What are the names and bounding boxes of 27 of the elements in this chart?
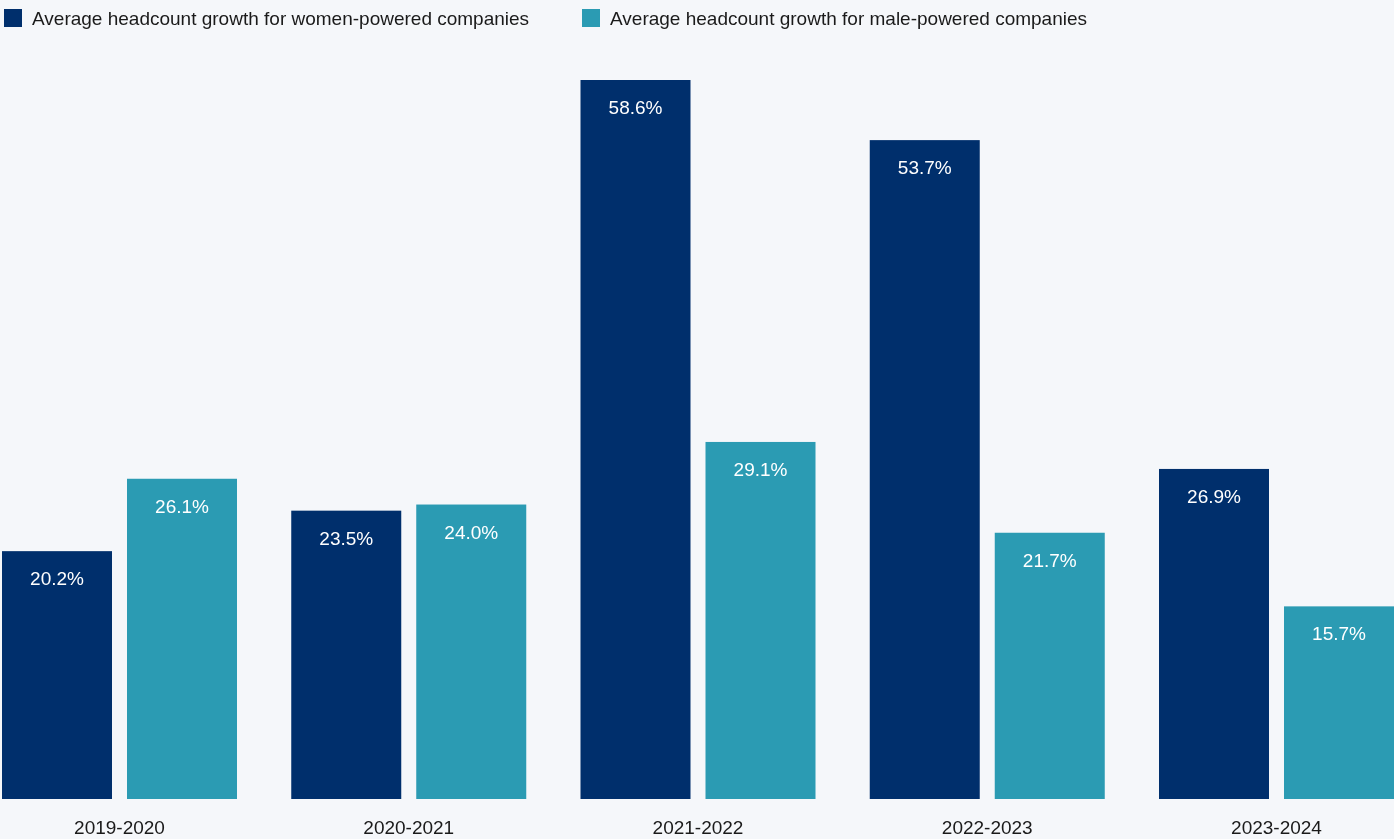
data-label: 24.0% xyxy=(444,521,499,543)
bar xyxy=(580,80,691,799)
bar xyxy=(994,532,1105,799)
data-label: 21.7% xyxy=(1022,549,1077,571)
bar xyxy=(1284,606,1394,799)
bar xyxy=(1159,468,1269,799)
x-tick-label: 2019-2020 xyxy=(74,817,165,838)
bar xyxy=(291,510,402,799)
data-label: 15.7% xyxy=(1312,623,1367,645)
data-label: 29.1% xyxy=(733,458,788,480)
x-tick-label: 2020-2021 xyxy=(363,817,455,838)
bar xyxy=(416,504,527,799)
x-tick-label: 2022-2023 xyxy=(941,817,1033,838)
bar xyxy=(2,551,112,799)
bar xyxy=(705,441,816,799)
bar xyxy=(869,140,980,799)
data-label: 58.6% xyxy=(608,97,663,118)
x-tick-label: 2023-2024 xyxy=(1231,817,1323,838)
x-tick-label: 2021-2022 xyxy=(652,817,744,838)
legend-label: Average headcount growth for male-powered companies xyxy=(610,8,1088,29)
data-label: 20.2% xyxy=(30,568,85,590)
legend-label: Average headcount growth for women-powered companies xyxy=(32,8,530,29)
data-label: 26.1% xyxy=(155,495,210,517)
data-label: 23.5% xyxy=(319,527,374,549)
data-label: 53.7% xyxy=(897,157,952,179)
bar xyxy=(127,478,237,799)
data-label: 26.9% xyxy=(1187,485,1242,507)
